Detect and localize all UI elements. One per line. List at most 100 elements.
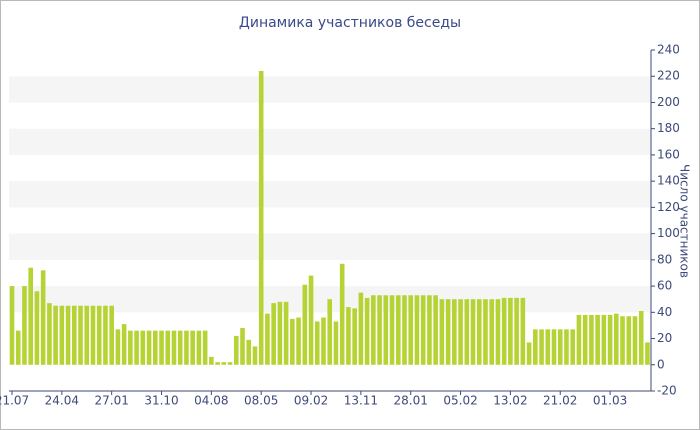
bar bbox=[209, 356, 214, 365]
x-tick-label: 09.02 bbox=[294, 394, 328, 408]
bar bbox=[483, 299, 488, 365]
bar bbox=[290, 318, 295, 365]
bar bbox=[470, 299, 476, 365]
y-tick-label: 160 bbox=[657, 147, 680, 161]
bar bbox=[614, 313, 619, 365]
bar bbox=[564, 329, 569, 365]
bar bbox=[140, 330, 146, 365]
bar bbox=[190, 330, 195, 365]
bar bbox=[59, 305, 65, 365]
bar bbox=[184, 330, 189, 365]
bar bbox=[283, 301, 289, 365]
bar bbox=[589, 314, 594, 365]
y-tick-label: 0 bbox=[657, 357, 665, 371]
bar bbox=[84, 305, 90, 365]
bar bbox=[252, 346, 258, 365]
bar bbox=[327, 299, 333, 365]
bar bbox=[582, 314, 588, 365]
bar bbox=[464, 299, 470, 365]
bar bbox=[395, 295, 401, 365]
bar bbox=[40, 270, 46, 365]
x-tick-label: 28.01 bbox=[394, 394, 428, 408]
bar bbox=[47, 303, 52, 365]
bar bbox=[103, 305, 108, 365]
bar bbox=[146, 330, 152, 365]
bar bbox=[65, 305, 71, 365]
bar bbox=[271, 303, 276, 365]
bar bbox=[389, 295, 395, 365]
bar bbox=[314, 321, 320, 365]
bar bbox=[632, 316, 638, 365]
x-tick-label: 01.03 bbox=[593, 394, 627, 408]
y-tick-label: 20 bbox=[657, 331, 672, 345]
bar bbox=[495, 299, 501, 365]
grid-band bbox=[9, 76, 651, 103]
bar bbox=[308, 275, 314, 365]
bar bbox=[22, 286, 27, 365]
bar bbox=[339, 263, 345, 365]
bar bbox=[159, 330, 164, 365]
x-tick-label: 13.11 bbox=[344, 394, 378, 408]
bar bbox=[427, 295, 432, 365]
bar bbox=[78, 305, 83, 365]
bar bbox=[109, 305, 114, 365]
x-tick-label: 05.02 bbox=[443, 394, 477, 408]
bar bbox=[377, 295, 382, 365]
bar bbox=[551, 329, 557, 365]
bar bbox=[557, 329, 563, 365]
bar bbox=[371, 295, 376, 365]
bar bbox=[302, 284, 308, 365]
y-tick-label: -20 bbox=[657, 384, 677, 398]
bar bbox=[514, 297, 519, 365]
bar bbox=[72, 305, 77, 365]
bar bbox=[601, 314, 607, 365]
y-axis-label: Число участников bbox=[678, 164, 692, 278]
x-tick-label: 24.04 bbox=[45, 394, 79, 408]
bar bbox=[526, 342, 532, 365]
bar bbox=[296, 317, 301, 365]
x-tick-label: 13.02 bbox=[493, 394, 527, 408]
bar bbox=[439, 299, 445, 365]
bar bbox=[489, 299, 495, 365]
bar bbox=[352, 308, 357, 365]
bar bbox=[595, 314, 600, 365]
bar bbox=[539, 329, 544, 365]
y-tick-label: 80 bbox=[657, 252, 672, 266]
bar bbox=[414, 295, 420, 365]
bar bbox=[177, 330, 183, 365]
bar bbox=[221, 362, 227, 365]
y-tick-label: 100 bbox=[657, 226, 680, 240]
y-tick-label: 220 bbox=[657, 69, 680, 83]
bar bbox=[358, 292, 364, 365]
bar bbox=[402, 295, 407, 365]
y-tick-label: 40 bbox=[657, 305, 672, 319]
bar bbox=[383, 295, 389, 365]
bar bbox=[152, 330, 158, 365]
bar bbox=[115, 329, 121, 365]
bar bbox=[202, 330, 208, 365]
bar bbox=[333, 321, 339, 365]
bar bbox=[134, 330, 139, 365]
x-tick-label: 08.05 bbox=[244, 394, 278, 408]
y-tick-label: 60 bbox=[657, 279, 672, 293]
chart-title: Динамика участников беседы bbox=[239, 15, 461, 31]
bar bbox=[570, 329, 575, 365]
bar bbox=[15, 330, 21, 365]
bar bbox=[53, 305, 58, 365]
grid-band bbox=[9, 181, 651, 208]
y-tick-label: 240 bbox=[657, 43, 680, 57]
bar bbox=[121, 324, 127, 365]
x-tick-label: 31.10 bbox=[144, 394, 178, 408]
x-tick-label: 04.08 bbox=[194, 394, 228, 408]
bar bbox=[128, 330, 133, 365]
x-tick-label: 21.02 bbox=[543, 394, 577, 408]
x-tick-label: 21.07 bbox=[0, 394, 29, 408]
bar bbox=[265, 313, 270, 365]
bar bbox=[171, 330, 177, 365]
bar bbox=[645, 342, 650, 365]
bar bbox=[364, 297, 370, 365]
bar bbox=[196, 330, 202, 365]
bar bbox=[346, 307, 351, 365]
bar bbox=[458, 299, 463, 365]
